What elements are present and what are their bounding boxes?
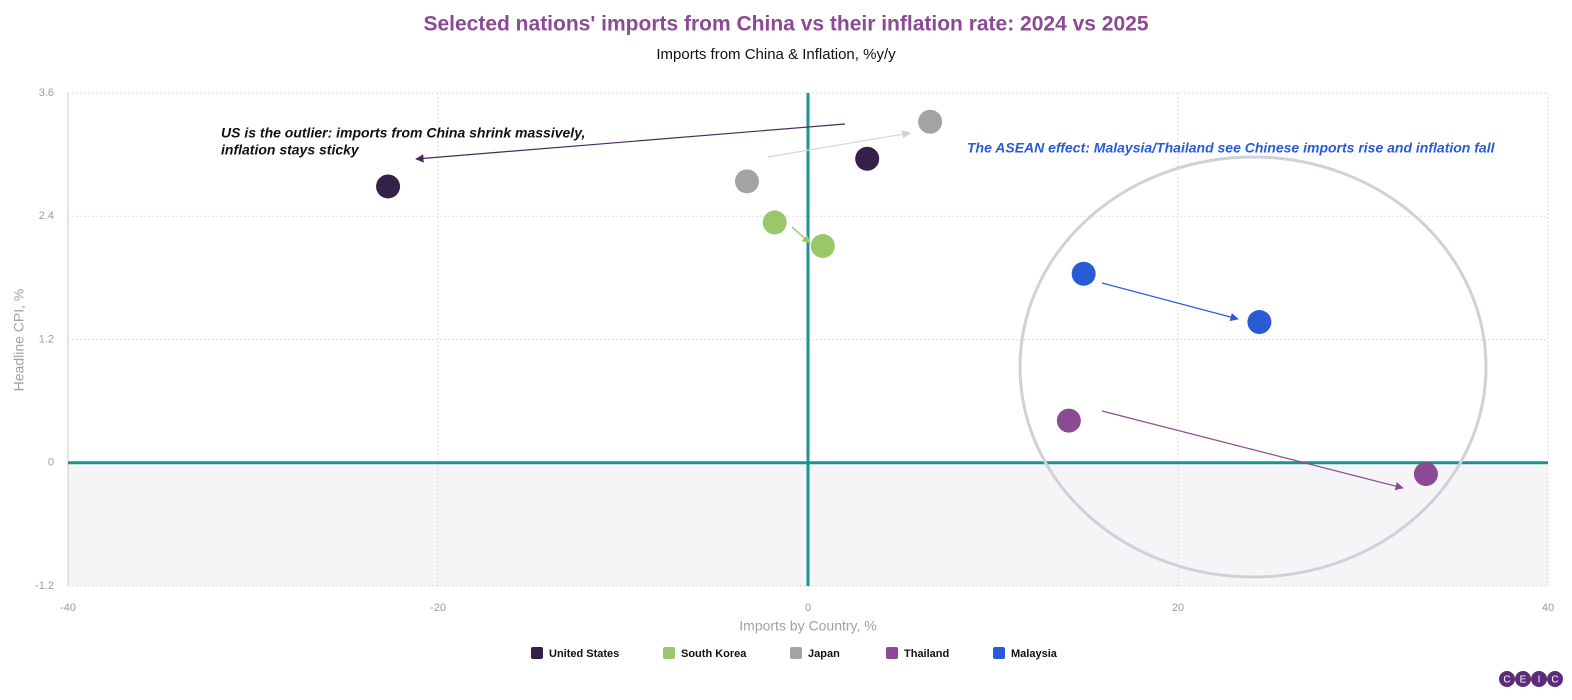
y-axis-label: Headline CPI, % [11,289,27,392]
point [734,169,759,194]
y-tick-label: 3.6 [39,87,54,99]
y-tick-label: 0 [48,457,54,469]
chart-title: Selected nations' imports from China vs … [423,13,1148,36]
annotation: inflation stays sticky [221,142,360,158]
arrow [1101,282,1239,322]
x-axis-label: Imports by Country, % [739,618,876,634]
y-tick-label: -1.2 [35,580,54,592]
point [1056,408,1081,433]
legend-swatch [663,647,675,659]
point [1247,310,1272,335]
highlight-ellipse [1018,155,1488,579]
chart-subtitle: Imports from China & Inflation, %y/y [656,46,896,63]
legend-label: Thailand [904,648,949,660]
x-tick-label: 0 [805,602,811,614]
logo-letter: I [1538,675,1541,686]
arrow [415,123,846,163]
x-tick-label: -20 [430,602,446,614]
annotation: The ASEAN effect: Malaysia/Thailand see … [967,140,1496,156]
y-tick-label: 1.2 [39,333,54,345]
arrow [791,226,811,244]
legend-swatch [790,647,802,659]
legend-label: Japan [808,648,840,660]
legend-label: South Korea [681,648,747,660]
logo-letter: C [1551,675,1558,686]
point [855,146,880,171]
arrow [1101,410,1404,491]
x-tick-label: 20 [1172,602,1184,614]
legend-swatch [531,647,543,659]
point [762,210,787,235]
annotation: US is the outlier: imports from China sh… [221,125,585,141]
point [810,234,835,259]
point [376,174,401,199]
point [918,109,943,134]
x-tick-label: -40 [60,602,76,614]
legend-swatch [886,647,898,659]
logo-dot [1547,671,1563,687]
legend-swatch [993,647,1005,659]
logo-dot [1515,671,1531,687]
point [1071,261,1096,286]
legend-label: Malaysia [1011,648,1058,660]
logo-dot [1499,671,1515,687]
logo-dot [1531,671,1547,687]
logo-letter: C [1503,675,1510,686]
x-tick-label: 40 [1542,602,1554,614]
arrow [767,130,911,158]
y-tick-label: 2.4 [39,210,54,222]
point [1413,462,1438,487]
legend-label: United States [549,648,619,660]
logo-letter: E [1520,675,1527,686]
